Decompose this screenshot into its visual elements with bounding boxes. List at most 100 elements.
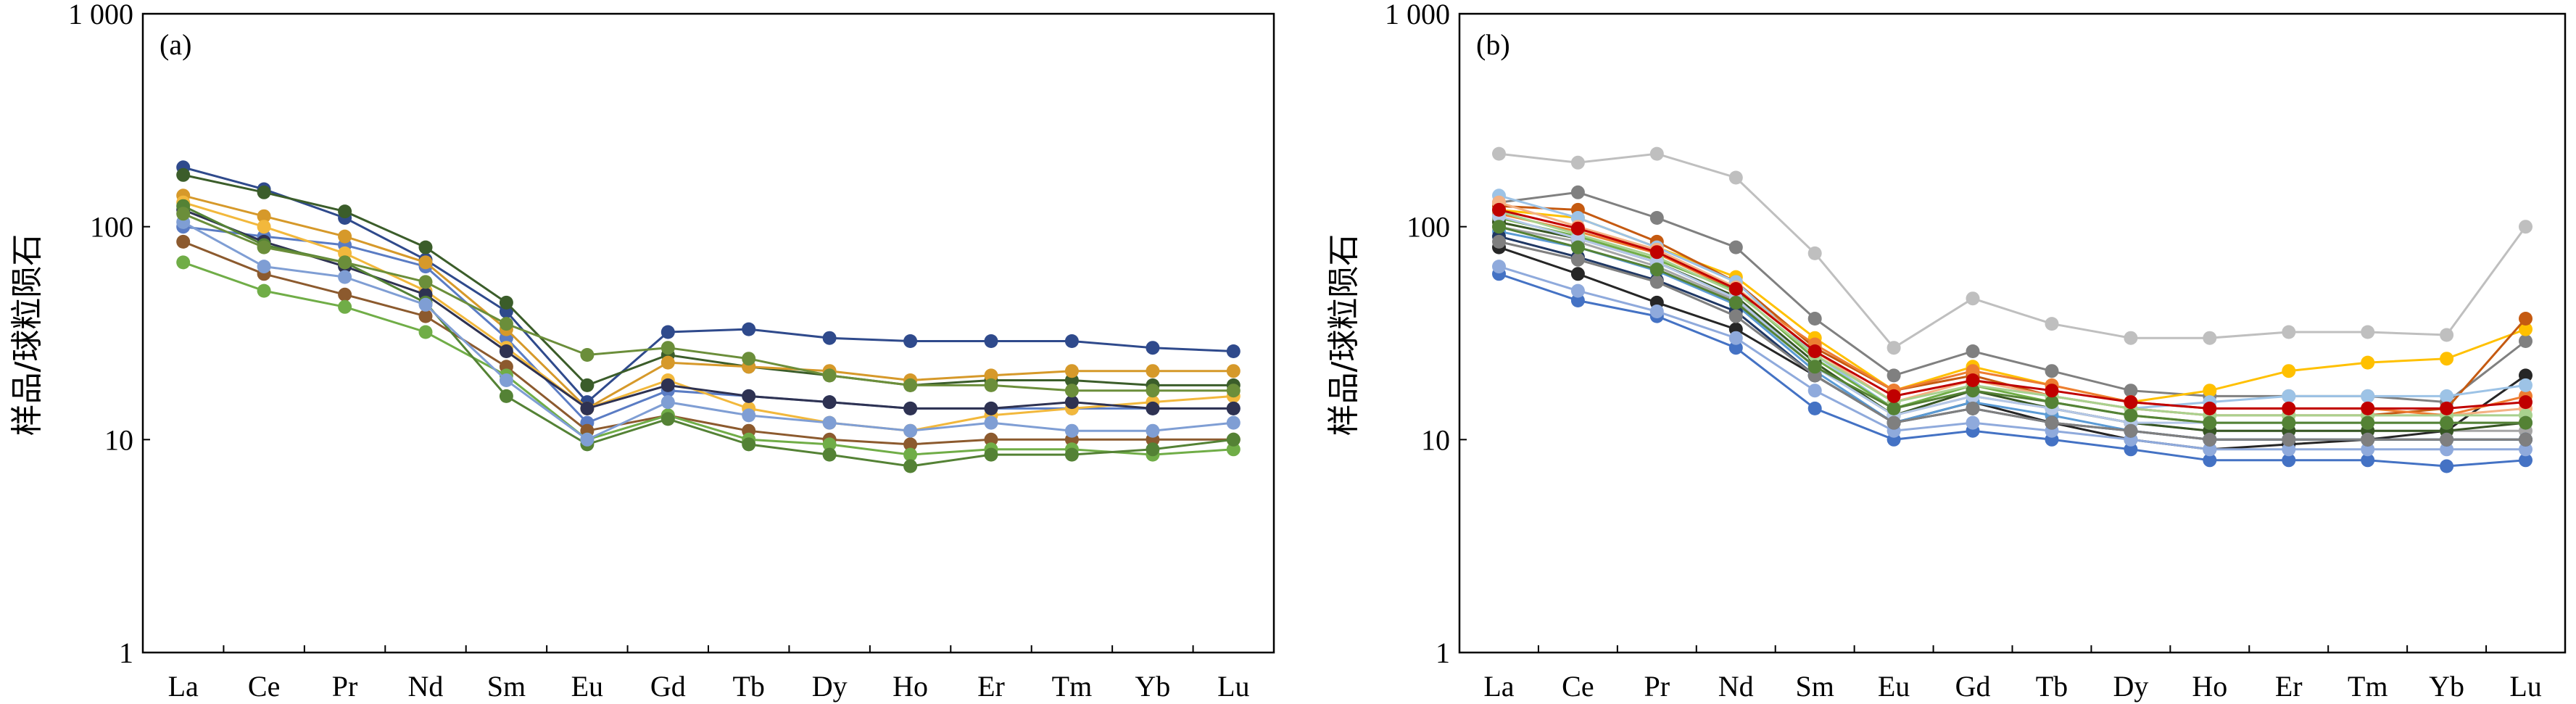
data-point	[2361, 415, 2375, 430]
data-point	[1807, 312, 1822, 326]
x-tick-label: Yb	[2429, 670, 2464, 703]
data-point	[1064, 447, 1079, 462]
data-point	[176, 207, 191, 221]
data-point	[2282, 453, 2296, 468]
data-point	[2203, 415, 2217, 430]
data-point	[2361, 432, 2375, 447]
data-point	[1887, 341, 1901, 355]
data-point	[1226, 364, 1241, 378]
data-point	[1226, 432, 1241, 447]
data-point	[418, 325, 433, 339]
series-line	[183, 204, 1234, 468]
x-tick-label: Pr	[1644, 670, 1670, 703]
data-point	[903, 378, 918, 392]
data-point	[1570, 155, 1585, 170]
data-point	[660, 378, 675, 392]
data-point	[1728, 240, 1743, 254]
data-point	[2519, 312, 2532, 326]
data-point	[1492, 260, 1506, 274]
data-point	[1492, 202, 1506, 217]
data-point	[1570, 185, 1585, 199]
data-point	[176, 255, 191, 270]
series-line	[1499, 152, 2527, 349]
data-point	[2361, 401, 2375, 415]
y-tick-label: 10	[104, 423, 133, 456]
chart-panel-b: (b) 样品/球粒陨石 1 10 100 1 000 La Ce Pr Nd Sm Eu Gd Tb…	[1325, 0, 2567, 703]
x-ticks-b: La Ce Pr Nd Sm Eu Gd Tb Dy Ho Er Tm Yb Lu	[1483, 645, 2542, 703]
data-point	[822, 447, 837, 462]
series-line	[183, 201, 1234, 432]
data-point	[257, 185, 271, 199]
data-point	[1966, 373, 1980, 387]
series-line	[183, 212, 1234, 392]
data-point	[2282, 389, 2296, 403]
data-point	[2519, 378, 2532, 392]
series-line	[1499, 273, 2526, 468]
data-point	[580, 401, 595, 415]
data-point	[1807, 246, 1822, 260]
data-point	[2282, 432, 2296, 447]
data-point	[580, 432, 595, 447]
data-point	[2440, 352, 2454, 366]
data-point	[1570, 252, 1585, 267]
data-point	[1146, 442, 1160, 457]
x-tick-label: Ce	[1562, 670, 1594, 703]
data-point	[338, 204, 352, 219]
data-point	[1728, 331, 1743, 345]
data-point	[903, 459, 918, 473]
series-line	[183, 261, 1234, 456]
data-point	[1226, 384, 1241, 398]
data-point	[2361, 442, 2375, 457]
data-point	[2203, 401, 2217, 415]
data-point	[2124, 408, 2138, 423]
data-point	[1649, 305, 1664, 318]
data-point	[1649, 245, 1664, 260]
data-point	[1807, 384, 1822, 398]
data-point	[1570, 221, 1585, 236]
data-point	[1226, 401, 1241, 415]
data-point	[1226, 415, 1241, 430]
data-point	[984, 447, 998, 462]
data-point	[742, 437, 756, 452]
x-ticks-a: La Ce Pr Nd Sm Eu Gd Tb Dy Ho Er Tm Yb Lu	[168, 645, 1250, 703]
data-point	[660, 395, 675, 410]
data-point	[1064, 384, 1079, 398]
data-point	[1966, 401, 1980, 415]
data-point	[1807, 360, 1822, 374]
x-tick-label: Lu	[2509, 670, 2541, 703]
x-tick-label: Er	[2275, 670, 2303, 703]
data-point	[1807, 344, 1822, 358]
data-point	[499, 389, 513, 403]
series-group-a	[176, 160, 1241, 473]
data-point	[742, 389, 756, 403]
data-point	[984, 368, 998, 383]
data-point	[2203, 432, 2217, 447]
data-point	[1570, 267, 1585, 281]
data-point	[2124, 423, 2138, 438]
y-axis-title-b: 样品/球粒陨石	[1325, 234, 1362, 436]
y-tick-label: 1	[119, 637, 133, 669]
data-point	[903, 334, 918, 348]
data-point	[2045, 364, 2059, 378]
data-point	[257, 240, 271, 254]
data-point	[984, 334, 998, 348]
x-tick-label: Nd	[408, 670, 444, 703]
data-point	[2282, 415, 2296, 430]
data-point	[2203, 384, 2217, 398]
x-tick-label: Tm	[2348, 670, 2388, 703]
y-tick-label: 10	[1421, 423, 1450, 456]
data-point	[2124, 442, 2138, 457]
series-line	[1499, 208, 2526, 410]
data-point	[1492, 146, 1506, 161]
data-point	[822, 415, 837, 430]
series-line	[183, 209, 1234, 410]
data-point	[1146, 341, 1160, 355]
series-line	[183, 166, 1234, 404]
data-point	[338, 270, 352, 284]
data-point	[903, 423, 918, 438]
x-tick-label: Tm	[1052, 670, 1093, 703]
data-point	[2361, 389, 2375, 403]
data-point	[1887, 368, 1901, 383]
data-point	[984, 401, 998, 415]
x-tick-label: Ce	[248, 670, 280, 703]
